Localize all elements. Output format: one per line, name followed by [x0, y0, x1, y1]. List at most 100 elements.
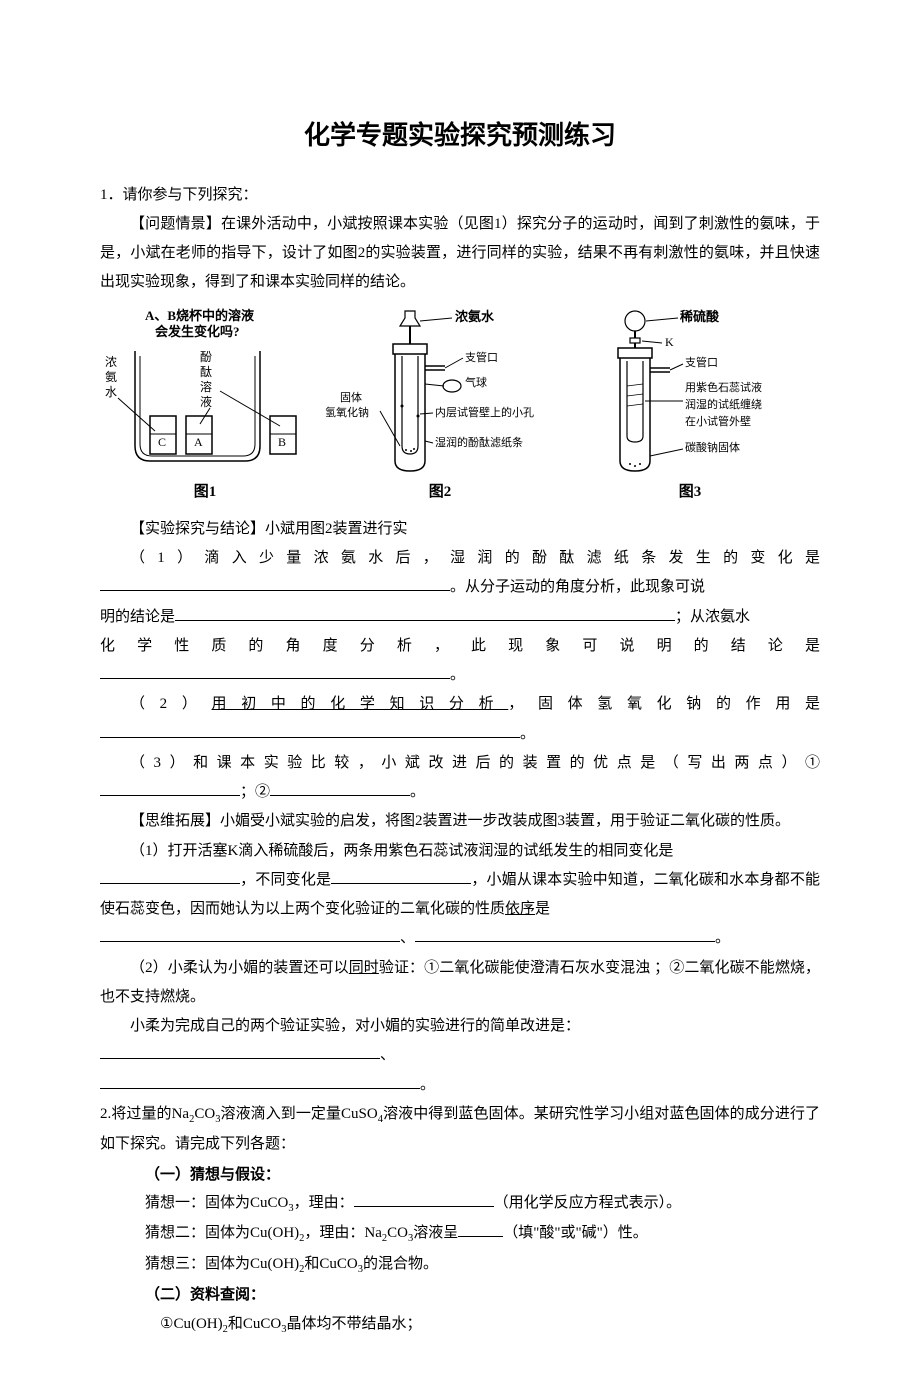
g3-pre: 猜想三：固体为Cu(OH): [145, 1256, 299, 1272]
fig2-l2: 气球: [465, 375, 487, 389]
q2-number: 2.将过量的Na2CO3溶液滴入到一定量CuSO4溶液中得到蓝色固体。某研究性学…: [100, 1100, 820, 1160]
q2-sec1-label: （一）猜想与假设：: [100, 1160, 820, 1189]
q1-ext2-line3: 、: [100, 1041, 820, 1070]
q1-situation: 【问题情景】在课外活动中，小斌按照课本实验（见图1）探究分子的运动时，闻到了刺激…: [100, 210, 820, 298]
q2-guess1: 猜想一：固体为CuCO3，理由：（用化学反应方程式表示）。: [100, 1189, 820, 1219]
q1-i1-mid2: 明的结论是: [100, 609, 175, 625]
q1-number: 1．请你参与下列探究：: [100, 181, 820, 210]
q1-item1-line5: 。: [100, 661, 820, 690]
q2-guess3: 猜想三：固体为Cu(OH)2和CuCO3的混合物。: [100, 1250, 820, 1280]
figure-2: 浓氨水 支管口 气球 内层试管壁上的小孔: [320, 306, 560, 476]
figure-2-col: 浓氨水 支管口 气球 内层试管壁上的小孔: [320, 306, 560, 507]
blank: [100, 1074, 420, 1089]
r1-m2: 晶体均不带结晶水；: [286, 1316, 421, 1332]
figure-1-caption: 图1: [194, 478, 217, 507]
q2-res1: ①Cu(OH)2和CuCO3晶体均不带结晶水；: [100, 1310, 820, 1340]
q1-ext1-line1: （1）打开活塞K滴入稀硫酸后，两条用紫色石蕊试液润湿的试纸发生的相同变化是: [100, 837, 820, 866]
g2-m3: 溶液呈: [413, 1225, 458, 1241]
q1-i1-pre: （1）滴入少量浓氨水后，湿润的酚酞滤纸条发生的变化是: [130, 550, 820, 566]
q1-e1-ul: 依序: [505, 901, 535, 917]
q1-e1-sep: 、: [400, 930, 415, 946]
fig1-left3: 水: [105, 385, 117, 399]
fig1-top2: 会发生变化吗?: [155, 324, 240, 339]
fig3-l3: 润湿的试纸缠绕: [685, 397, 762, 411]
g2-m1: ，理由：Na: [304, 1225, 382, 1241]
g1-mid: ，理由：: [294, 1195, 354, 1211]
figures-row: A、B烧杯中的溶液 会发生变化吗? C A B 浓 氨: [100, 306, 820, 507]
q1-item2-line2: 。: [100, 720, 820, 749]
q1-i1-mid4: 化学性质的角度分析，此现象可说明的结论是: [100, 638, 820, 654]
fig1-left1: 浓: [105, 355, 117, 369]
q1-i1-mid1: 。从分子运动的角度分析，此现象可说: [450, 579, 705, 595]
fig1-cup-a: A: [194, 435, 203, 449]
q1-exp-intro: 【实验探究与结论】小斌用图2装置进行实: [100, 515, 820, 544]
figure-1: A、B烧杯中的溶液 会发生变化吗? C A B 浓 氨: [100, 306, 310, 476]
q1-e2-t2: 小柔为完成自己的两个验证实验，对小媚的实验进行的简单改进是：: [130, 1018, 580, 1034]
q1-ext1-line3: 、。: [100, 924, 820, 953]
q1-e2-ul: 同时: [349, 960, 379, 976]
q1-i3-mid: ；②: [240, 784, 270, 800]
figure-1-col: A、B烧杯中的溶液 会发生变化吗? C A B 浓 氨: [100, 306, 310, 507]
g2-pre: 猜想二：固体为Cu(OH): [145, 1225, 299, 1241]
g1-end: （用化学反应方程式表示）。: [494, 1195, 682, 1211]
q1-ext2-line4: 。: [100, 1071, 820, 1100]
fig1-cup-c: C: [158, 435, 166, 449]
ext-label: 【思维拓展】: [130, 813, 220, 829]
fig3-top: 稀硫酸: [680, 309, 720, 324]
blank: [270, 781, 410, 796]
exp-label: 【实验探究与结论】: [130, 521, 265, 537]
q1-i1-end: 。: [450, 667, 465, 683]
g2-end: （填"酸"或"碱"）性。: [503, 1225, 648, 1241]
q1-item1-line3: 明的结论是 ；从浓氨水: [100, 603, 820, 632]
document-title: 化学专题实验探究预测练习: [100, 110, 820, 161]
fig1-mid3: 溶: [200, 379, 212, 394]
q2-sec2-label: （二）资料查阅：: [100, 1280, 820, 1309]
fig3-l5: 碳酸钠固体: [685, 440, 740, 454]
q1-e1-pre: （1）打开活塞K滴入稀硫酸后，两条用紫色石蕊试液润湿的试纸发生的相同变化是: [130, 843, 673, 859]
blank: [100, 723, 520, 738]
g3-m2: 的混合物。: [363, 1256, 438, 1272]
fig2-l1: 支管口: [465, 350, 498, 364]
fig1-top1: A、B烧杯中的溶液: [145, 308, 254, 323]
blank: [100, 1044, 380, 1059]
fig2-l4: 湿润的酚酞滤纸条: [435, 435, 523, 449]
fig1-mid4: 液: [200, 394, 212, 409]
fig3-k: K: [665, 335, 674, 349]
r1-m1: 和CuCO: [228, 1316, 281, 1332]
q1-i3-pre: （3）和课本实验比较，小斌改进后的装置的优点是（写出两点）①: [130, 755, 820, 771]
blank: [354, 1192, 494, 1207]
fig1-mid1: 酚: [200, 350, 212, 364]
q1-item1-line1: （1）滴入少量浓氨水后，湿润的酚酞滤纸条发生的变化是: [100, 544, 820, 573]
q1-e1-mid1: ，不同变化是: [240, 872, 331, 888]
blank: [458, 1222, 503, 1237]
blank: [100, 781, 240, 796]
blank: [415, 927, 715, 942]
fig3-l2: 用紫色石蕊试液: [685, 380, 762, 394]
q1-ext2-line1: （2）小柔认为小媚的装置还可以同时验证：①二氧化碳能使澄清石灰水变混浊 ；②二氧…: [100, 954, 820, 1013]
g1-pre: 猜想一：固体为CuCO: [145, 1195, 288, 1211]
fig1-cup-b: B: [278, 435, 286, 449]
q1-e1-mid3: 是: [535, 901, 550, 917]
q2-guess2: 猜想二：固体为Cu(OH)2，理由：Na2CO3溶液呈（填"酸"或"碱"）性。: [100, 1219, 820, 1249]
exp-text: 小斌用图2装置进行实: [265, 521, 408, 537]
blank: [331, 869, 471, 884]
fig2-top: 浓氨水: [455, 309, 495, 324]
q1-item3-line2: ；②。: [100, 778, 820, 807]
ext-text: 小媚受小斌实验的启发，将图2装置进一步改装成图3装置，用于验证二氧化碳的性质。: [220, 813, 790, 829]
fig2-left1: 固体: [340, 390, 362, 404]
fig3-l4: 在小试管外壁: [685, 414, 751, 428]
q1-i2-mid: ，固体氢氧化钠的作用是: [508, 696, 820, 712]
q2-n-3: 溶液滴入到一定量CuSO: [220, 1106, 377, 1122]
q1-item1-line2: 。从分子运动的角度分析，此现象可说: [100, 573, 820, 602]
fig2-l3: 内层试管壁上的小孔: [435, 405, 534, 419]
q1-ext1-line2: ，不同变化是，小媚从课本实验中知道，二氧化碳和水本身都不能使石蕊变色，因而她认为…: [100, 866, 820, 925]
fig3-l1: 支管口: [685, 355, 718, 369]
q1-i1-mid3: ；从浓氨水: [675, 609, 750, 625]
figure-3: 稀硫酸 K 支管口 用紫色石蕊试液 润湿的试纸缠绕: [570, 306, 810, 476]
blank: [100, 664, 450, 679]
q1-i2-end: 。: [520, 726, 535, 742]
figure-2-caption: 图2: [429, 478, 452, 507]
q1-e2-pre: （2）小柔认为小媚的装置还可以: [130, 960, 349, 976]
q1-e2-end: 。: [420, 1077, 435, 1093]
q1-item1-line4: 化学性质的角度分析，此现象可说明的结论是: [100, 632, 820, 661]
